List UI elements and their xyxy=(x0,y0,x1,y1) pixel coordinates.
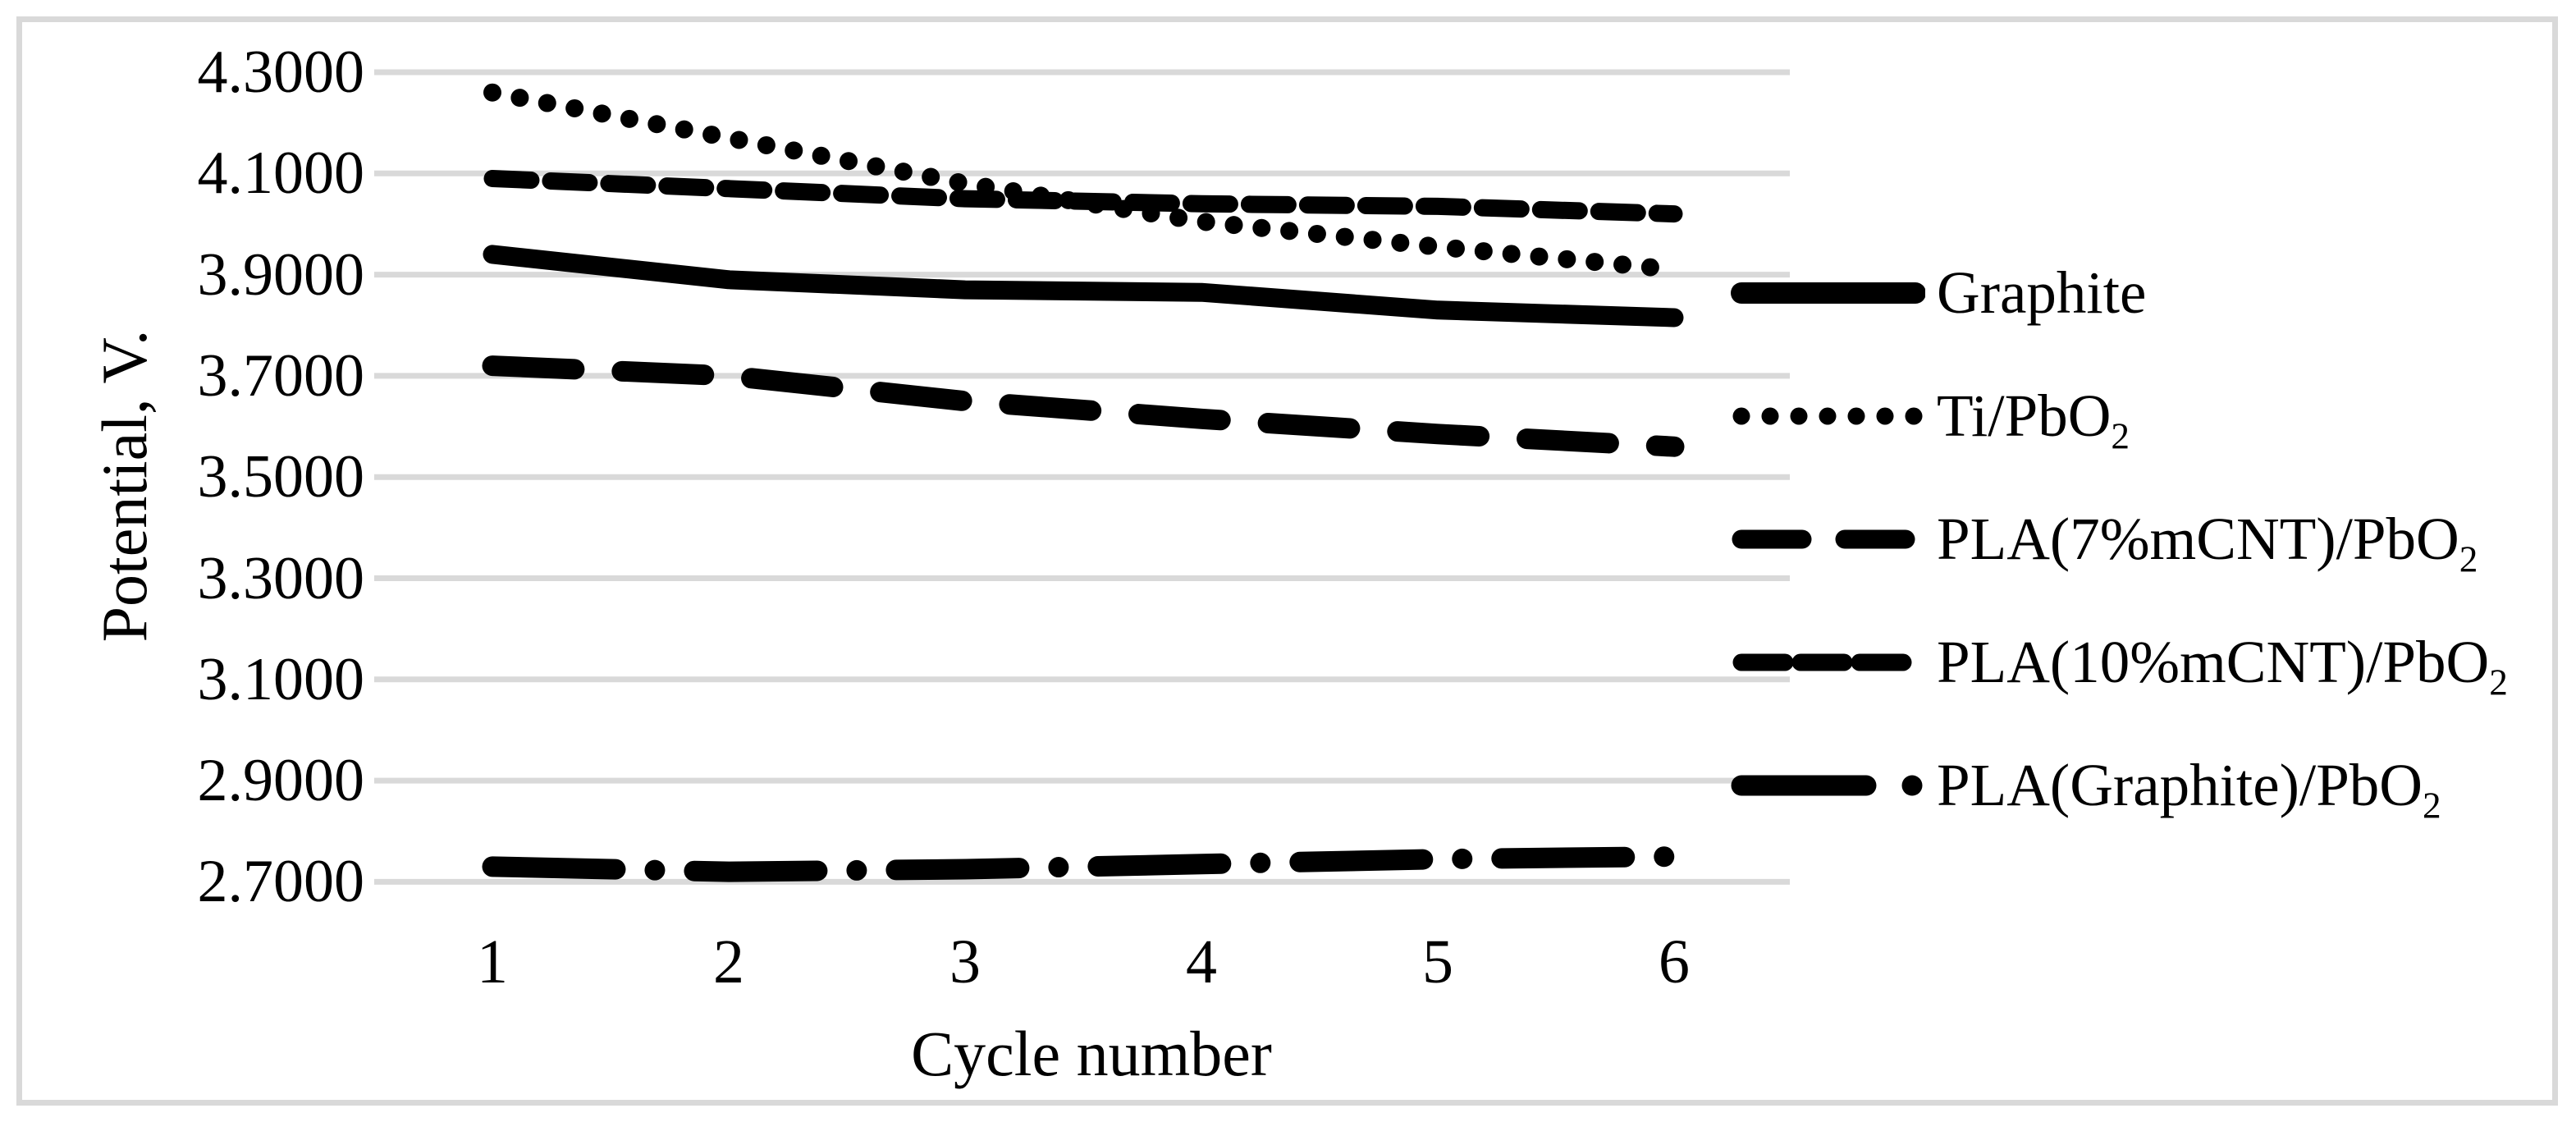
legend-item: PLA(7%mCNT)/PbO2 xyxy=(1730,505,2478,580)
x-tick-label: 3 xyxy=(949,927,981,996)
y-tick-label: 2.9000 xyxy=(197,747,365,815)
series-line-graphite xyxy=(483,245,1684,327)
series-lines xyxy=(482,83,1685,882)
y-tick-label: 2.7000 xyxy=(197,848,365,916)
legend-item: PLA(10%mCNT)/PbO2 xyxy=(1730,628,2508,703)
legend-item: Ti/PbO2 xyxy=(1730,382,2130,457)
legend-line-sample-icon xyxy=(1731,282,1925,304)
legend-item: Graphite xyxy=(1730,259,2146,327)
legend-label: PLA(7%mCNT)/PbO2 xyxy=(1937,506,2478,580)
x-tick-label: 2 xyxy=(713,927,744,996)
y-tick-label: 3.7000 xyxy=(197,341,365,410)
legend-label: PLA(10%mCNT)/PbO2 xyxy=(1937,629,2508,703)
y-tick-label: 4.3000 xyxy=(197,39,365,106)
x-tick-label: 4 xyxy=(1186,927,1217,996)
legend-line-sample-icon xyxy=(1732,407,1924,425)
y-axis-title: Potential, V. xyxy=(89,329,160,643)
legend-line-sample-icon xyxy=(1732,529,1925,549)
y-tick-label: 3.5000 xyxy=(197,443,365,511)
series-line-pla-graphite-pbo- xyxy=(482,846,1685,882)
x-axis-title: Cycle number xyxy=(911,1018,1272,1089)
legend-label: Graphite xyxy=(1937,259,2147,326)
y-tick-label: 4.1000 xyxy=(197,140,365,208)
legend-line-sample-icon xyxy=(1731,775,1925,796)
y-tick-label: 3.1000 xyxy=(197,645,365,713)
legend-item: PLA(Graphite)/PbO2 xyxy=(1730,751,2441,827)
legend-label: PLA(Graphite)/PbO2 xyxy=(1937,752,2441,827)
x-tick-label: 5 xyxy=(1422,927,1453,996)
y-tick-label: 3.3000 xyxy=(197,544,365,612)
x-tick-label: 6 xyxy=(1659,927,1690,996)
gridlines xyxy=(374,69,1790,885)
series-line-ti-pbo- xyxy=(483,83,1683,279)
legend-line-sample-icon xyxy=(1732,653,1924,671)
series-line-pla-7-mcnt-pbo- xyxy=(482,355,1685,457)
y-tick-label: 3.9000 xyxy=(197,240,365,309)
legend-label: Ti/PbO2 xyxy=(1937,382,2130,457)
series-line-pla-10-mcnt-pbo- xyxy=(483,170,1683,223)
x-tick-label: 1 xyxy=(477,927,508,996)
